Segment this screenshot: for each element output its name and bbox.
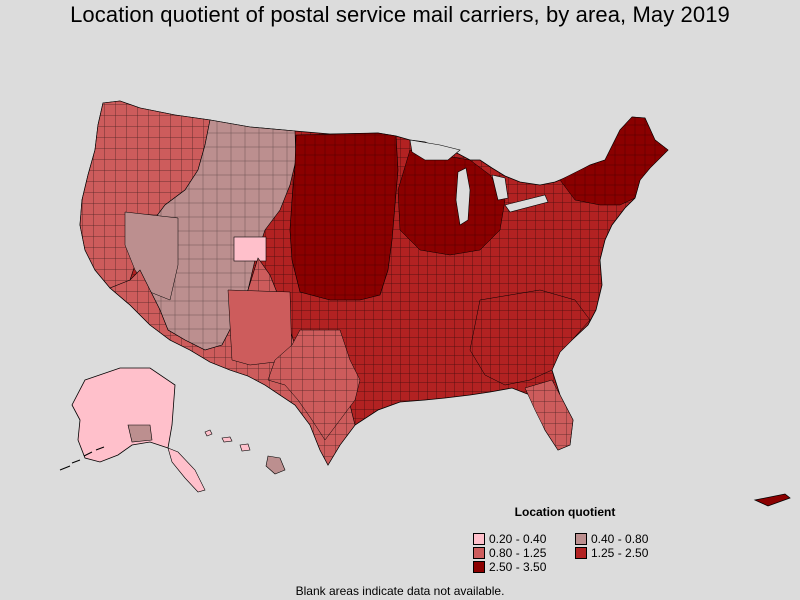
legend-label: 0.20 - 0.40	[489, 532, 547, 546]
region-alaska-panhandle	[167, 447, 206, 493]
region-midwest	[397, 149, 506, 256]
map-title: Location quotient of postal service mail…	[70, 2, 730, 27]
region-texas	[267, 329, 361, 441]
legend-swatch	[473, 533, 485, 545]
region-hawaii	[204, 429, 286, 475]
legend-swatch	[473, 547, 485, 559]
legend-item-1-25-2-50: 1.25 - 2.50	[575, 546, 648, 560]
legend-swatch	[473, 561, 485, 573]
region-colorado-low	[233, 236, 267, 262]
legend-item-2-50-3-50: 2.50 - 3.50	[473, 560, 546, 574]
great-lake-superior	[409, 139, 461, 161]
great-lake-michigan	[455, 167, 471, 226]
region-puerto-rico	[753, 493, 791, 507]
footnote: Blank areas indicate data not available.	[295, 584, 505, 598]
legend-label: 0.80 - 1.25	[489, 546, 547, 560]
region-alaska	[71, 367, 176, 463]
legend-label: 0.40 - 0.80	[591, 532, 649, 546]
legend-swatch	[575, 547, 587, 559]
great-lake-huron	[491, 174, 509, 201]
region-alaska-south	[127, 424, 153, 443]
region-great-basin	[124, 211, 179, 301]
region-great-plains	[289, 132, 399, 301]
legend-label: 2.50 - 3.50	[489, 560, 547, 574]
great-lake-erie	[504, 194, 549, 213]
region-northeast	[559, 116, 669, 206]
region-florida	[524, 379, 574, 451]
region-southeast	[469, 289, 591, 386]
legend-label: 1.25 - 2.50	[591, 546, 649, 560]
legend-title: Location quotient	[514, 505, 616, 519]
region-new-mexico	[227, 289, 293, 366]
legend-item-0-20-0-40: 0.20 - 0.40	[473, 532, 546, 546]
legend-swatch	[575, 533, 587, 545]
alaska-aleutian-islands	[59, 446, 105, 471]
legend-item-0-80-1-25: 0.80 - 1.25	[473, 546, 546, 560]
legend-item-0-40-0-80: 0.40 - 0.80	[575, 532, 648, 546]
